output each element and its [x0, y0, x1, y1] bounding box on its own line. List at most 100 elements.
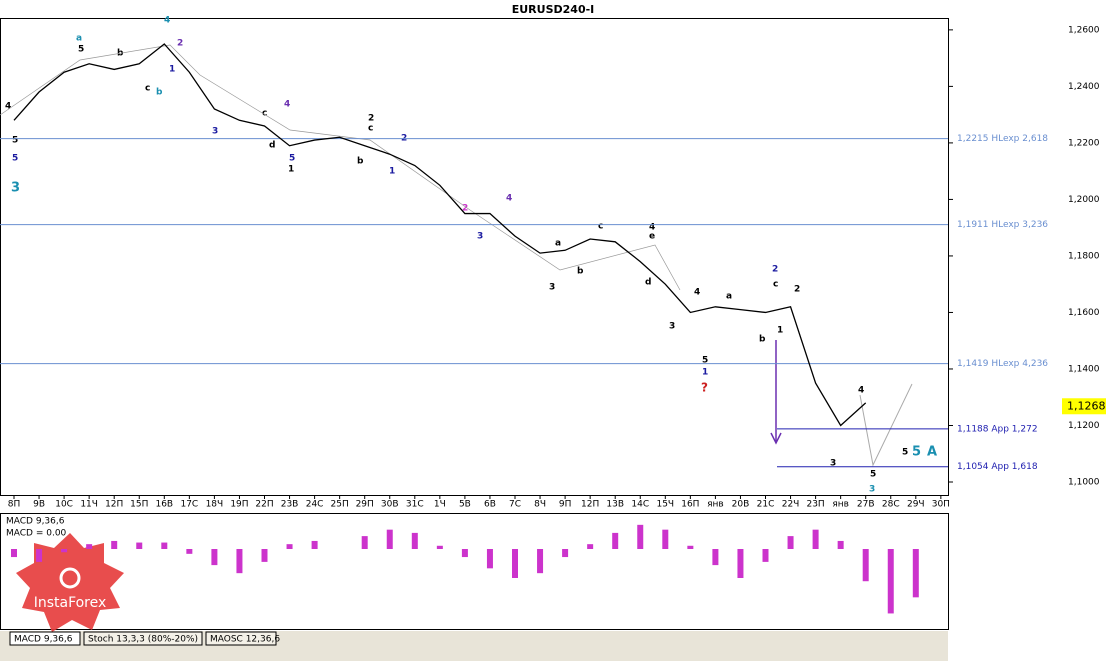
macd-bar — [186, 549, 193, 554]
x-tick-label: 16В — [155, 500, 173, 510]
x-tick-label: 12П — [581, 500, 599, 510]
x-tick-label: 30В — [381, 500, 399, 510]
x-tick-label: 9П — [559, 500, 572, 510]
macd-bar — [837, 540, 844, 549]
wave-label: a — [726, 292, 732, 302]
wave-label: d — [269, 141, 275, 151]
macd-bar — [36, 549, 43, 562]
x-tick-label: 12П — [105, 500, 123, 510]
wave-label: 4 — [858, 386, 864, 396]
x-tick-label: 23В — [281, 500, 299, 510]
price-line — [13, 43, 867, 427]
wave-label: 3 — [830, 459, 836, 469]
wave-label: 2 — [462, 204, 468, 214]
macd-bar — [311, 540, 318, 549]
macd-bar — [537, 549, 544, 574]
last-price-label: 1,1268 — [1067, 399, 1106, 412]
level-label: 1,2215 HLexp 2,618 — [957, 134, 1048, 144]
wave-label: 4 — [506, 194, 512, 204]
wave-label: 4 — [164, 16, 170, 26]
wave-label: c — [773, 280, 778, 290]
macd-bar — [812, 529, 819, 549]
wave-label: 3 — [869, 485, 875, 495]
indicator-tab[interactable] — [205, 631, 277, 646]
wave-label: b — [357, 157, 364, 167]
wave-label: 4 — [284, 100, 290, 110]
x-tick-label: 7С — [509, 500, 521, 510]
wave-label: 3 — [212, 127, 218, 137]
x-tick-label: 19П — [230, 500, 248, 510]
logo-text: InstaForex — [34, 595, 107, 611]
logo: InstaForex — [16, 533, 124, 632]
x-tick-label: янв — [832, 500, 849, 510]
wave-label: 2 — [794, 285, 800, 295]
y-tick-label: 1,2400 — [1068, 82, 1100, 92]
wave-label: a — [555, 239, 561, 249]
wave-label: 5 — [870, 470, 876, 480]
x-tick-label: 13В — [606, 500, 624, 510]
wave-label: 3 — [669, 322, 675, 332]
wave-label: 1 — [169, 65, 175, 75]
macd-bar — [136, 542, 143, 549]
indicator-tab[interactable] — [83, 631, 203, 646]
x-tick-label: 28С — [882, 500, 900, 510]
x-tick-label: 27В — [857, 500, 875, 510]
macd-bar — [512, 549, 518, 578]
last-price-box — [1062, 398, 1106, 415]
macd-bar — [687, 545, 694, 549]
macd-bar — [662, 529, 669, 549]
wave-label: 2 — [772, 265, 778, 275]
projection — [859, 383, 913, 467]
wave-label: 5 — [702, 356, 708, 366]
x-tick-label: 14С — [631, 500, 649, 510]
y-tick-label: 1,2000 — [1068, 195, 1100, 205]
x-tick-label: 10С — [55, 500, 73, 510]
x-tick-label: 22Ч — [782, 500, 800, 510]
wave-label: ? — [701, 381, 708, 395]
y-tick-label: 1,1400 — [1068, 364, 1100, 374]
macd-bar — [862, 549, 869, 582]
wave-label: 3 — [477, 232, 483, 242]
macd-bar — [61, 549, 68, 553]
macd-title: MACD 9,36,6 — [6, 517, 65, 527]
macd-bar — [211, 549, 218, 566]
wave-label: b — [577, 267, 584, 277]
wave-label: 5 — [912, 445, 921, 460]
x-tick-label: 17С — [180, 500, 198, 510]
wave-label: e — [649, 232, 655, 242]
macd-bar — [436, 545, 443, 549]
wave-label: 1 — [288, 165, 294, 175]
indicator-tab-label[interactable]: Stoch 13,3,3 (80%-20%) — [88, 635, 198, 645]
macd-bar — [11, 549, 17, 558]
wave-label: c — [145, 84, 150, 94]
macd-bar — [562, 549, 569, 558]
wave-label: 3 — [549, 283, 555, 293]
x-tick-label: 21С — [757, 500, 775, 510]
wave-label: 1 — [702, 368, 708, 378]
macd-bar — [86, 544, 93, 549]
macd-bar — [612, 532, 619, 549]
macd-bar — [411, 532, 418, 549]
level-label: 1,1188 App 1,272 — [957, 424, 1038, 434]
x-tick-label: 1Ч — [434, 500, 446, 510]
x-tick-label: янв — [707, 500, 724, 510]
indicator-tab[interactable] — [9, 631, 81, 646]
y-tick-label: 1,2200 — [1068, 138, 1100, 148]
macd-bar — [712, 549, 719, 566]
y-tick-label: 1,1800 — [1068, 251, 1100, 261]
y-tick-label: 1,1600 — [1068, 308, 1100, 318]
x-tick-label: 31С — [406, 500, 424, 510]
macd-bar — [261, 549, 268, 562]
arrow-head — [770, 432, 782, 445]
wave-label: 3 — [11, 181, 20, 196]
wave-label: 5 — [78, 45, 84, 55]
macd-frame — [0, 513, 949, 630]
indicator-tab-label[interactable]: MACD 9,36,6 — [14, 635, 73, 645]
macd-bar — [111, 540, 118, 549]
wave-label: b — [156, 88, 163, 98]
indicator-tab-label[interactable]: MAOSC 12,36,6 — [210, 635, 280, 645]
wave-channel — [0, 44, 681, 291]
wave-label: 4 — [649, 223, 655, 233]
x-tick-label: 18Ч — [206, 500, 224, 510]
